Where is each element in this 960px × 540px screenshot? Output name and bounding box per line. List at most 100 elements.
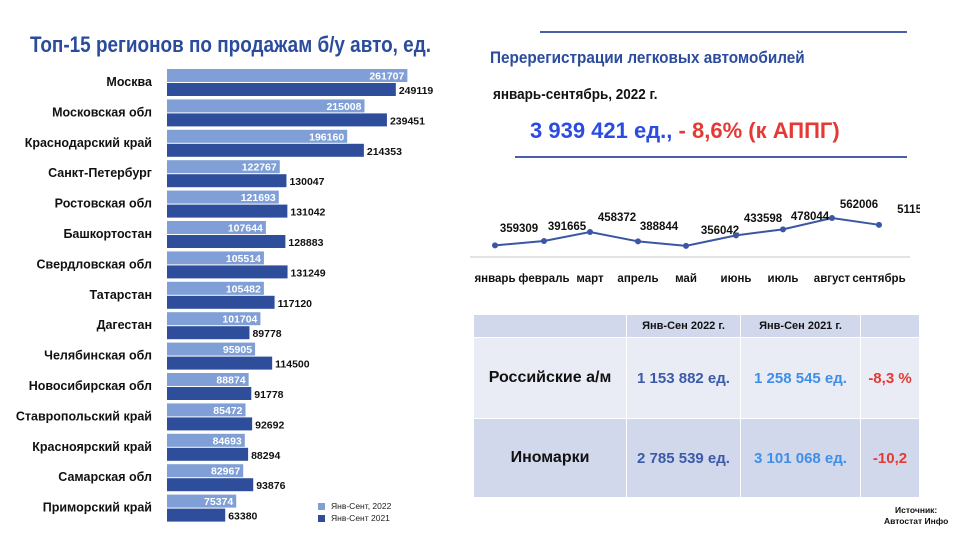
source-value: Автостат Инфо [884,516,949,526]
table-header-cell [473,314,627,338]
bar-2021 [167,508,226,522]
bar-2021 [167,174,287,188]
month-label: февраль [518,273,569,285]
bar-2022-value: 84693 [213,435,242,447]
regions-bar-chart: Москва 261707 249119 Московская обл 215008 23… [16,69,433,523]
table-cell-change: -8,3 % [860,337,920,419]
region-label: Красноярский край [32,440,152,454]
left-chart-title: Топ-15 регионов по продажам б/у авто, ед… [30,32,431,57]
top-rule [540,31,907,33]
data-label: 359309 [500,223,538,235]
table-cell-2022: 2 785 539 ед. [626,418,741,498]
data-label: 433598 [744,213,783,225]
data-point [733,232,739,239]
bar-2022-value: 101704 [222,314,257,326]
bar-2021 [167,356,273,370]
data-point [541,238,547,245]
data-label: 458372 [598,212,636,224]
bar-2022 [167,129,348,143]
bar-2022 [167,221,266,234]
legend-label-2022: Янв-Сент, 2022 [331,501,392,511]
data-label: 388844 [640,221,679,233]
bar-2022 [167,464,244,478]
data-label: 356042 [701,225,739,237]
data-point [829,215,835,221]
bar-2022-value: 82967 [211,466,240,478]
month-label: сентябрь [852,273,905,285]
bar-2022 [167,494,237,508]
bar-2021-value: 88294 [251,450,280,462]
monthly-line-chart: 359309 январь 391665 февраль 458372 март 38884… [470,199,920,285]
month-label: март [576,273,604,285]
bar-2021-value: 117120 [278,298,313,310]
table-header-cell: Янв-Сен 2022 г. [626,314,741,338]
bar-2022-value: 215008 [326,101,361,113]
right-chart-subtitle: январь-сентябрь, 2022 г. [493,86,658,103]
data-label: 391665 [548,221,587,233]
bar-2021 [167,235,286,248]
table-cell-2022: 1 153 882 ед. [626,337,741,419]
bar-2022 [167,160,280,174]
bar-2021 [167,295,275,309]
bar-2021 [167,143,364,157]
bar-2021 [167,83,396,96]
bar-2021 [167,387,252,400]
table-header-cell [860,314,920,338]
bar-2022 [167,281,264,295]
month-label: июнь [721,273,752,285]
legend-swatch-2022 [318,502,325,510]
bar-2022 [167,251,264,265]
region-label: Ростовская обл [55,197,152,211]
bar-2022 [167,373,249,386]
region-label: Татарстан [89,288,152,302]
bar-2021-value: 91778 [254,389,283,401]
table-cell-2021: 1 258 545 ед. [740,337,861,419]
data-point [780,226,786,233]
bar-2021-value: 128883 [288,237,323,249]
bar-2021-value: 93876 [256,480,285,492]
region-label: Краснодарский край [25,136,152,150]
bar-2022-value: 105482 [226,283,261,295]
bar-2021 [167,265,288,279]
region-label: Приморский край [43,501,152,515]
bar-2021 [167,447,249,461]
bar-2021 [167,326,250,340]
bar-2022 [167,69,408,82]
bar-2021-value: 92692 [255,419,284,431]
bar-2021-value: 131249 [291,267,326,279]
bar-2022-value: 122767 [242,162,277,174]
table-cell-2021: 3 101 068 ед. [740,418,861,498]
source-label: Источник: [895,505,938,515]
table-header-cell: Янв-Сен 2021 г. [740,314,861,338]
region-label: Башкортостан [63,227,152,241]
table-row-label: Российские а/м [473,337,627,419]
bottom-rule [515,156,907,158]
bar-2022-value: 105514 [226,253,261,265]
table-header-row: Янв-Сен 2022 г. Янв-Сен 2021 г. [473,314,920,338]
comparison-table: Янв-Сен 2022 г. Янв-Сен 2021 г. Российск… [473,314,920,498]
bar-2022 [167,342,256,356]
bar-2021 [167,417,253,431]
data-point [587,229,593,236]
bar-2022-value: 196160 [309,131,344,143]
bar-2022 [167,403,246,417]
month-label: июль [768,273,799,285]
bar-2021 [167,113,387,127]
bar-2021-value: 89778 [252,328,281,340]
table-row: Иномарки 2 785 539 ед. 3 101 068 ед. -10… [473,418,920,498]
data-label: 478044 [791,211,830,223]
data-point [635,238,641,245]
headline-total: 3 939 421 ед., [530,118,673,143]
bar-2021-value: 239451 [390,115,425,127]
table-row-label: Иномарки [473,418,627,498]
bar-2022-value: 121693 [241,192,276,204]
data-point [492,242,498,249]
bar-2021-value: 131042 [290,207,325,219]
right-chart-title: Перерегистрации легковых автомобилей [490,48,805,67]
table-row: Российские а/м 1 153 882 ед. 1 258 545 е… [473,337,920,419]
legend-swatch-2021 [318,514,325,522]
bar-2022-value: 75374 [204,496,233,508]
bar-2022 [167,99,365,113]
region-label: Московская обл [52,105,152,119]
bar-2022-value: 85472 [213,405,242,417]
